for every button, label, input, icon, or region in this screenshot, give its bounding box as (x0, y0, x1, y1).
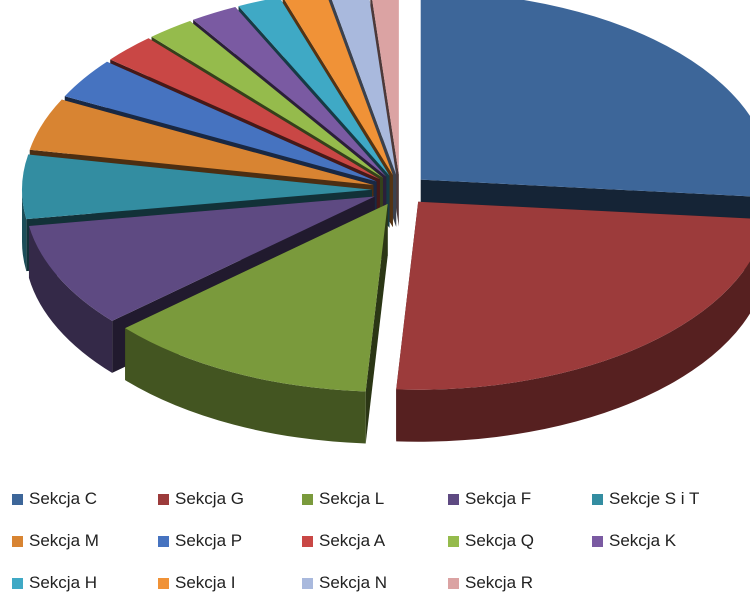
legend-item-sekcja-l: Sekcja L (302, 486, 384, 512)
legend-swatch-sekcja-f (448, 493, 459, 505)
legend-swatch-sekcja-a (302, 535, 313, 547)
pie-slice-top-sekcja-k (193, 6, 387, 177)
pie-slice-top-sekcja-g (396, 201, 750, 390)
legend-label-sekcja-a: Sekcja A (319, 531, 386, 550)
legend-swatch-sekcja-i (158, 577, 169, 589)
legend-item-sekcja-h: Sekcja H (12, 570, 97, 596)
legend-swatch-sekcja-r (448, 577, 459, 589)
legend-label-sekcja-c: Sekcja C (29, 489, 98, 508)
legend-item-sekcja-r: Sekcja R (448, 570, 533, 596)
pie-slice-top-sekcja-l (125, 203, 388, 392)
pie-slice-top-sekcja-m (29, 99, 374, 186)
legend-swatch-sekcja-p (158, 535, 169, 547)
legend-item-sekcje-s-i-t: Sekcje S i T (592, 486, 699, 512)
legend-label-sekcja-f: Sekcja F (465, 489, 532, 508)
legend-swatch-sekcja-c (12, 493, 23, 505)
pie-slice-top-sekcja-h (238, 0, 390, 176)
legend-item-sekcja-k: Sekcja K (592, 528, 676, 554)
legend-label-sekcja-h: Sekcja H (29, 573, 98, 592)
pie-slice-top-sekcja-a (110, 38, 380, 180)
legend-item-sekcja-f: Sekcja F (448, 486, 531, 512)
legend-swatch-sekcja-h (12, 577, 23, 589)
legend-item-sekcja-p: Sekcja P (158, 528, 242, 554)
legend-label-sekcja-m: Sekcja M (29, 531, 99, 550)
legend-item-sekcja-g: Sekcja G (158, 486, 244, 512)
legend-label-sekcja-k: Sekcja K (609, 531, 677, 550)
legend-label-sekcja-n: Sekcja N (319, 573, 388, 592)
pie-chart (22, 0, 750, 444)
legend-label-sekcja-i: Sekcja I (175, 573, 236, 592)
pie-slice-wall-sekcja-l-0 (365, 203, 388, 444)
pie-slice-top-sekcja-f (28, 196, 375, 321)
legend-item-sekcja-i: Sekcja I (158, 570, 235, 596)
pie-slice-rim-sekcja-f-0 (28, 225, 113, 373)
pie-slice-top-sekcja-p (64, 61, 377, 182)
pie-slice-rim-sekcja-g-0 (396, 261, 750, 442)
legend-swatch-sekcja-g (158, 493, 169, 505)
pie-slice-top-sekcje-s-i-t (22, 154, 373, 220)
legend-label-sekcja-l: Sekcja L (319, 489, 385, 508)
pie-slice-top-sekcja-n (331, 0, 397, 175)
legend-swatch-sekcja-n (302, 577, 313, 589)
legend-label-sekcje-s-i-t: Sekcje S i T (609, 489, 700, 508)
legend-swatch-sekcje-s-i-t (592, 493, 603, 505)
legend-item-sekcja-m: Sekcja M (12, 528, 99, 554)
legend-label-sekcja-p: Sekcja P (175, 531, 243, 550)
legend-item-sekcja-a: Sekcja A (302, 528, 385, 554)
pie-slice-top-sekcja-c (420, 0, 750, 197)
legend-label-sekcja-r: Sekcja R (465, 573, 534, 592)
legend-swatch-sekcja-q (448, 535, 459, 547)
legend-label-sekcja-g: Sekcja G (175, 489, 244, 508)
legend-item-sekcja-q: Sekcja Q (448, 528, 534, 554)
pie-slice-top-sekcja-q (151, 20, 383, 178)
pie-slice-sekcja-g (396, 201, 750, 442)
pie-slice-rim-sekcje-s-i-t-0 (22, 189, 27, 272)
legend-swatch-sekcja-m (12, 535, 23, 547)
pie-slice-top-sekcja-r (372, 0, 399, 175)
legend-item-sekcja-c: Sekcja C (12, 486, 97, 512)
legend-item-sekcja-n: Sekcja N (302, 570, 387, 596)
legend-swatch-sekcja-l (302, 493, 313, 505)
pie-slice-top-sekcja-i (284, 0, 393, 176)
pie-slice-rim-sekcja-l-0 (125, 328, 366, 444)
legend-swatch-sekcja-k (592, 535, 603, 547)
pie-slice-sekcja-l (125, 203, 388, 444)
legend-label-sekcja-q: Sekcja Q (465, 531, 534, 550)
